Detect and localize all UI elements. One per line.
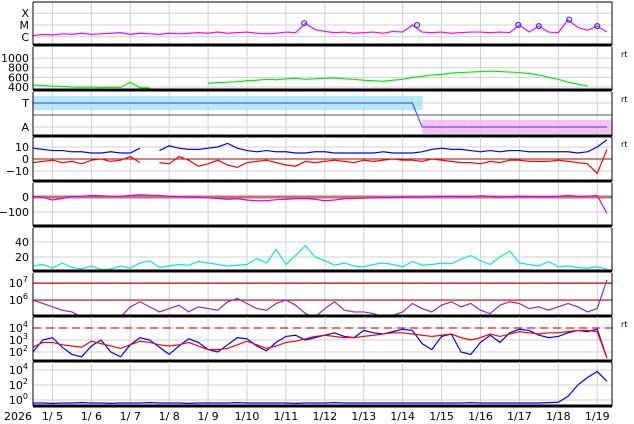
y-tick-label: 0	[22, 191, 29, 204]
flare-marker	[515, 21, 522, 29]
x-tick-label: 1/11	[274, 410, 299, 423]
flare-marker	[594, 23, 601, 30]
y-tick-label: 102	[9, 344, 28, 359]
realtime-label: rt	[621, 95, 627, 104]
series-line-electrons	[33, 279, 608, 316]
panel-plot-area	[33, 327, 612, 359]
y-tick-label: 40	[15, 236, 29, 249]
series-line-x-ray-flux-(log)	[33, 18, 608, 37]
y-tick-label: −10	[6, 165, 29, 178]
panel-dst: 0 −100	[0, 183, 613, 228]
sector-band-segment	[412, 96, 423, 111]
y-tick-label: A	[21, 121, 29, 134]
y-tick-label: M	[20, 19, 30, 32]
series-line-speed	[33, 81, 150, 89]
x-tick-label: 1/14	[390, 410, 415, 423]
panel-xray: XMC	[20, 1, 613, 47]
y-tick-exponent: 2	[23, 377, 28, 386]
x-tick-label: 1/16	[468, 410, 493, 423]
x-tick-label: 1/18	[546, 410, 571, 423]
series-line-bz	[33, 155, 141, 165]
x-axis-year-label: 2026	[4, 410, 32, 423]
y-tick-label: 800	[8, 62, 29, 75]
x-tick-label: 1/13	[351, 410, 376, 423]
y-tick-label: 104	[9, 320, 28, 335]
y-tick-label: 100	[9, 392, 28, 407]
y-tick-exponent: 0	[23, 392, 28, 401]
y-tick-label: −100	[0, 206, 29, 219]
flare-marker	[413, 21, 421, 29]
y-tick-label: 103	[9, 332, 28, 347]
series-line-flux	[33, 370, 608, 404]
y-tick-label: 400	[8, 81, 29, 94]
realtime-label: rt	[621, 320, 627, 329]
panel-plot-area	[33, 139, 612, 175]
x-tick-label: 1/ 6	[81, 410, 102, 423]
y-tick-exponent: 2	[23, 344, 28, 353]
y-tick-label: 102	[9, 377, 28, 392]
x-tick-label: 1/ 7	[120, 410, 141, 423]
series-line-bt	[33, 147, 141, 154]
flare-marker	[535, 23, 542, 30]
panel-plot-area	[33, 279, 612, 316]
x-tick-label: 1/15	[429, 410, 454, 423]
panel-plot-area	[33, 370, 608, 404]
y-tick-label: 600	[8, 71, 29, 84]
series-line-sector	[33, 102, 607, 128]
y-tick-label: 0	[22, 153, 29, 166]
y-tick-label: C	[21, 31, 29, 44]
panel-imf-bt-bz: 100−10 rt	[6, 137, 627, 183]
y-tick-label: 10	[15, 141, 29, 154]
y-tick-label: T	[21, 97, 29, 110]
x-tick-label: 1/19	[585, 410, 610, 423]
x-tick-label: 1/ 5	[42, 410, 63, 423]
realtime-label: rt	[621, 50, 627, 59]
series-line-dst	[33, 194, 608, 214]
y-tick-label: 107	[9, 275, 28, 290]
y-tick-exponent: 7	[23, 275, 28, 284]
y-tick-label: 1000	[1, 52, 29, 65]
panel-plot-area	[33, 18, 608, 37]
y-tick-exponent: 6	[23, 292, 28, 301]
series-line-index	[33, 244, 608, 271]
panel-plot-area	[33, 96, 612, 135]
panel-plot-area	[33, 244, 608, 271]
panel-plot-area	[33, 70, 588, 89]
series-line-protons-b	[33, 329, 608, 359]
x-tick-label: 1/17	[507, 410, 532, 423]
panel-electron-flux: 107 106	[9, 273, 613, 318]
x-tick-label: 1/ 8	[159, 410, 180, 423]
y-tick-label: 20	[15, 251, 29, 264]
y-tick-exponent: 4	[23, 320, 28, 329]
x-tick-label: 1/12	[312, 410, 337, 423]
x-tick-label: 1/10	[235, 410, 260, 423]
y-tick-label: 106	[9, 292, 28, 307]
series-line-bt	[159, 139, 608, 154]
x-tick-label: 1/ 9	[197, 410, 218, 423]
sector-band-segment	[606, 120, 612, 135]
y-tick-label: X	[21, 7, 29, 20]
y-tick-exponent: 3	[23, 332, 28, 341]
realtime-label: rt	[621, 140, 627, 149]
flare-marker	[566, 16, 573, 23]
series-line-bz	[159, 149, 608, 175]
series-line-speed	[208, 70, 588, 87]
flare-marker	[301, 20, 308, 27]
y-tick-label: 104	[9, 362, 28, 377]
y-tick-exponent: 4	[23, 362, 28, 371]
series-line-protons-a	[33, 328, 608, 359]
panel-plot-area	[33, 194, 612, 214]
